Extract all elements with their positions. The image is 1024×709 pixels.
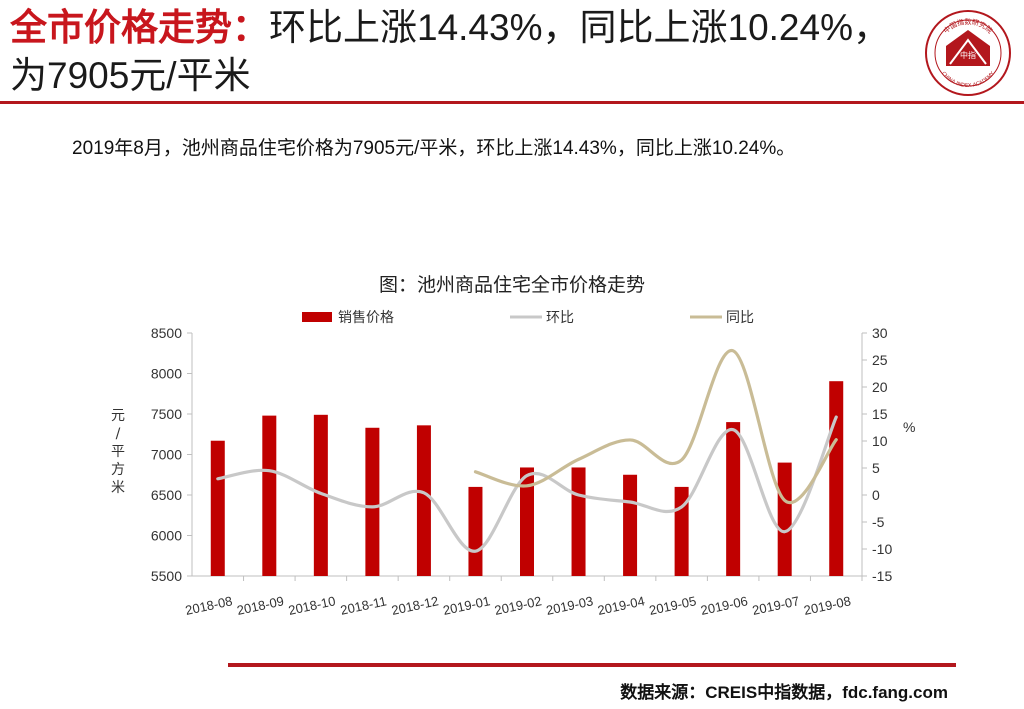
y-right-tick-label: -10 — [872, 541, 892, 557]
bar-sales-price — [520, 467, 534, 576]
bar-sales-price — [623, 474, 638, 576]
y-left-axis-label-char: 米 — [111, 480, 125, 496]
x-tick-label: 2019-01 — [442, 593, 492, 618]
y-left-tick-label: 6000 — [151, 528, 182, 544]
bar-sales-price — [726, 422, 741, 576]
x-tick-label: 2018-09 — [235, 593, 285, 618]
y-left-tick-label: 6500 — [151, 487, 182, 503]
y-right-tick-label: 5 — [872, 460, 880, 476]
y-right-tick-label: -15 — [872, 568, 892, 584]
page-title: 全市价格走势：环比上涨14.43%，同比上涨10.24%，为7905元/平米 — [10, 4, 900, 100]
price-trend-chart: 8500 8000 7500 7000 6500 6000 5500 30 25 20 15 10 5 0… — [111, 310, 915, 618]
y-left-axis-label-char: / — [116, 426, 121, 442]
logo-text-bottom: CHINA INDEX ACADEMY — [940, 70, 996, 89]
x-tick-label: 2019-06 — [699, 593, 749, 618]
bar-sales-price — [829, 381, 844, 576]
y-right-tick-label: -5 — [872, 514, 885, 530]
header-divider — [0, 101, 1024, 104]
bar-sales-price — [416, 425, 431, 576]
x-tick-label: 2018-10 — [287, 593, 337, 618]
legend-swatch-bar — [302, 312, 332, 322]
svg-text:CHINA INDEX ACADEMY: CHINA INDEX ACADEMY — [940, 70, 996, 89]
china-index-academy-logo: 中国指数研究院 CHINA INDEX ACADEMY 中指 — [925, 10, 1011, 96]
x-tick-label: 2019-07 — [751, 593, 801, 618]
y-right-tick-label: 30 — [872, 325, 888, 341]
y-left-tick-label: 8500 — [151, 325, 182, 341]
x-tick-label: 2019-08 — [802, 593, 852, 618]
y-right-axis-label: % — [903, 419, 915, 435]
bar-sales-price — [262, 415, 277, 576]
x-tick-label: 2019-05 — [648, 593, 698, 618]
y-left-tick-label: 8000 — [151, 366, 182, 382]
data-source: 数据来源：CREIS中指数据，fdc.fang.com — [620, 683, 948, 702]
y-left-tick-label: 7000 — [151, 447, 182, 463]
bar-sales-price — [468, 486, 483, 576]
y-right-tick-label: 10 — [872, 433, 888, 449]
line-mom-series — [216, 415, 838, 553]
page-title-rest: 环比上涨14.43%，同比上涨10.24%，为7905元/平米 — [10, 7, 890, 96]
logo-outer-ring — [925, 10, 1011, 96]
logo-roof-line — [949, 38, 987, 65]
x-tick-label: 2019-04 — [596, 593, 646, 618]
bar-sales-price — [777, 462, 792, 576]
x-tick-label: 2019-02 — [493, 593, 543, 618]
y-right-tick-label: 0 — [872, 487, 880, 503]
chart-title: 图：池州商品住宅全市价格走势 — [378, 275, 645, 296]
y-left-tick-label: 5500 — [151, 568, 182, 584]
legend-label: 销售价格 — [338, 310, 394, 326]
page-title-emphasis: 全市价格走势： — [10, 7, 269, 48]
logo-inner-ring — [934, 19, 1002, 87]
summary-text: 2019年8月，池州商品住宅价格为7905元/平米，环比上涨14.43%，同比上… — [72, 138, 796, 159]
legend-label: 同比 — [726, 310, 754, 326]
logo-roof-shape — [946, 30, 990, 66]
line-yoy-series — [473, 349, 838, 505]
bar-sales-price — [365, 427, 380, 576]
y-right-tick-label: 20 — [872, 379, 888, 395]
y-right-tick-label: 25 — [872, 352, 888, 368]
y-left-axis-label-char: 元 — [111, 408, 125, 424]
bar-sales-price — [571, 467, 586, 576]
x-tick-label: 2018-11 — [339, 593, 388, 617]
footer-divider — [228, 663, 956, 667]
logo-center-text: 中指 — [960, 50, 976, 60]
x-tick-label: 2018-12 — [390, 593, 440, 618]
bar-sales-price — [210, 440, 225, 576]
y-left-tick-label: 7500 — [151, 406, 182, 422]
y-left-axis-label-char: 平 — [111, 444, 125, 460]
x-tick-label: 2018-08 — [184, 593, 234, 618]
legend-label: 环比 — [546, 310, 574, 326]
x-tick-label: 2019-03 — [545, 593, 595, 618]
y-right-tick-label: 15 — [872, 406, 888, 422]
y-left-axis-label-char: 方 — [111, 462, 125, 478]
bar-sales-price — [313, 414, 328, 576]
